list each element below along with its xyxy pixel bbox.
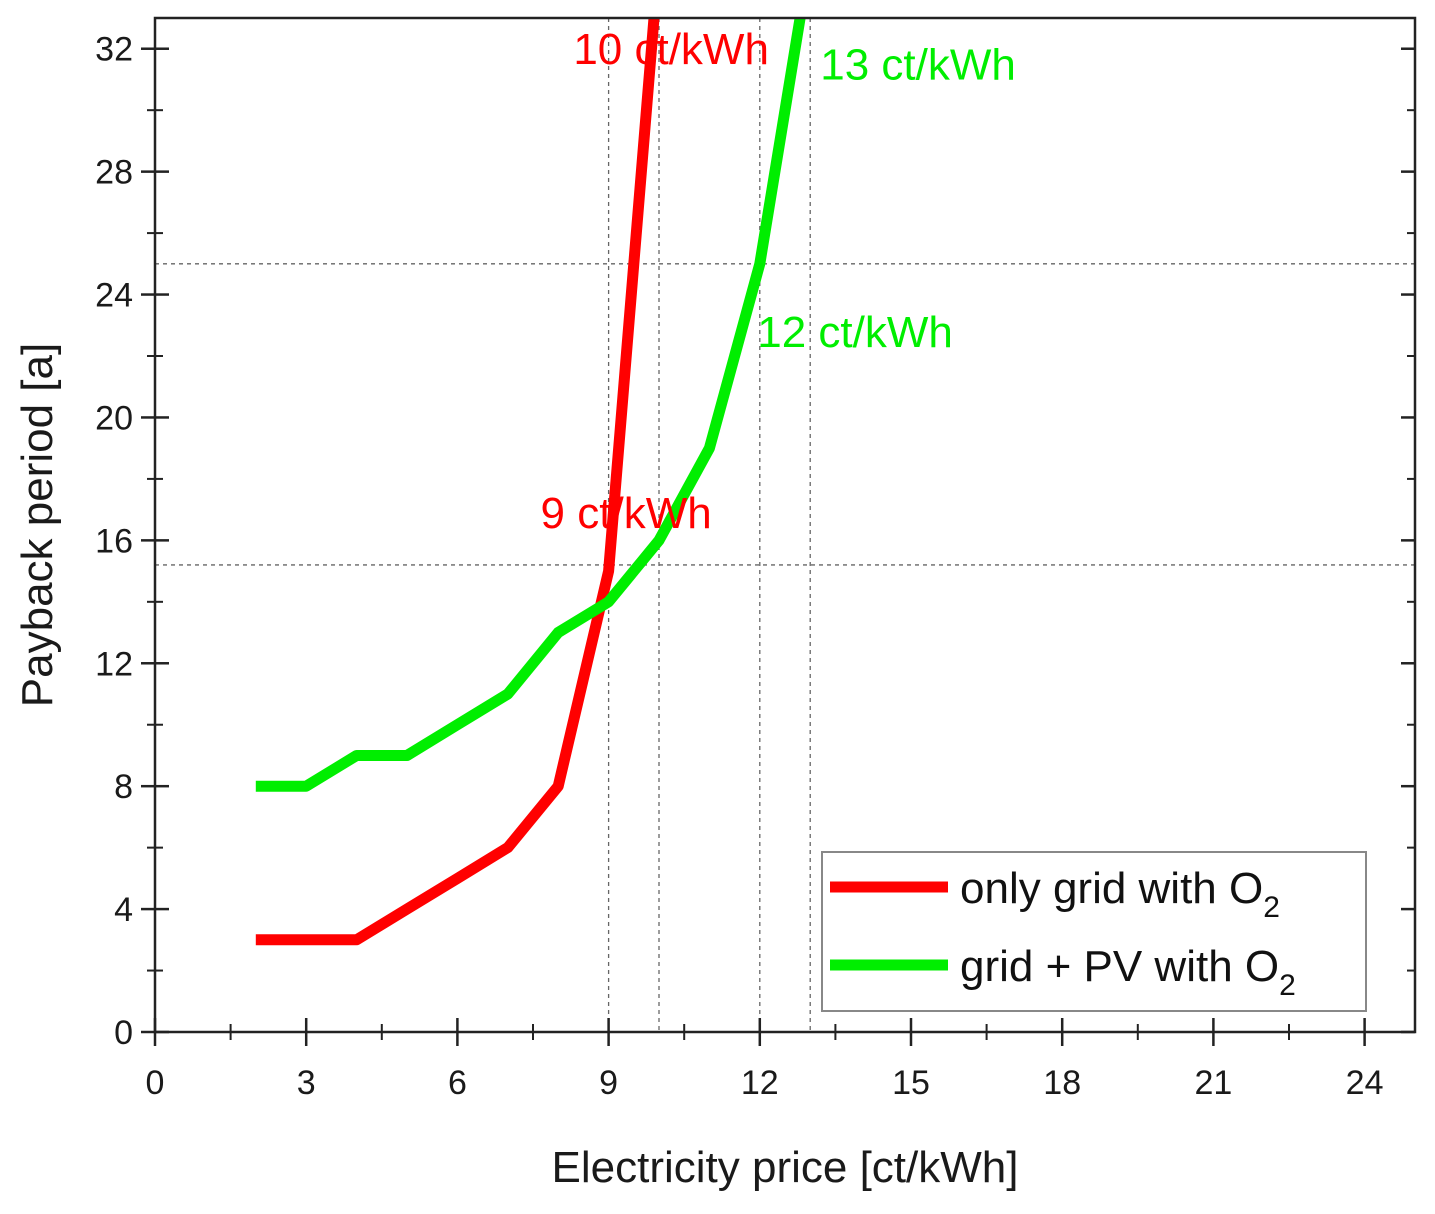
y-tick-label: 20 xyxy=(95,399,133,437)
x-tick-label: 3 xyxy=(297,1064,316,1102)
axis-ticks: 0 3 6 9 12 15 18 21 24 0 4 8 12 16 20 24 28 32 xyxy=(95,31,1415,1102)
x-tick-label: 9 xyxy=(599,1064,618,1102)
annotations: 10 ct/kWh 13 ct/kWh 12 ct/kWh 9 ct/kWh xyxy=(541,25,1016,538)
legend-label-only-grid: only grid with O2 xyxy=(960,864,1280,924)
y-tick-label: 28 xyxy=(95,154,133,192)
y-tick-label: 8 xyxy=(114,768,133,806)
x-tick-label: 15 xyxy=(892,1064,930,1102)
legend: only grid with O2 grid + PV with O2 xyxy=(821,851,1367,1012)
price-annotation: 10 ct/kWh xyxy=(573,25,769,74)
data-series xyxy=(255,18,806,946)
series-line-only-grid xyxy=(255,18,660,946)
y-tick-label: 12 xyxy=(95,645,133,683)
price-annotation: 9 ct/kWh xyxy=(541,489,712,538)
legend-label-grid-pv: grid + PV with O2 xyxy=(960,942,1296,1002)
x-tick-label: 18 xyxy=(1043,1064,1081,1102)
x-tick-label: 6 xyxy=(448,1064,467,1102)
legend-box xyxy=(821,851,1367,1012)
plot-frame xyxy=(153,16,1417,1034)
x-tick-label: 12 xyxy=(741,1064,779,1102)
y-tick-label: 24 xyxy=(95,277,133,315)
x-tick-label: 21 xyxy=(1194,1064,1232,1102)
y-tick-label: 32 xyxy=(95,31,133,69)
y-tick-label: 0 xyxy=(114,1014,133,1052)
y-tick-label: 16 xyxy=(95,522,133,560)
series-line-grid-pv xyxy=(255,18,806,792)
price-annotation: 13 ct/kWh xyxy=(820,40,1016,89)
y-axis-title: Payback period [a] xyxy=(13,343,62,707)
x-axis-title: Electricity price [ct/kWh] xyxy=(552,1143,1019,1192)
x-tick-label: 0 xyxy=(146,1064,165,1102)
x-tick-label: 24 xyxy=(1346,1064,1384,1102)
price-annotation: 12 ct/kWh xyxy=(757,308,953,357)
y-tick-label: 4 xyxy=(114,891,133,929)
